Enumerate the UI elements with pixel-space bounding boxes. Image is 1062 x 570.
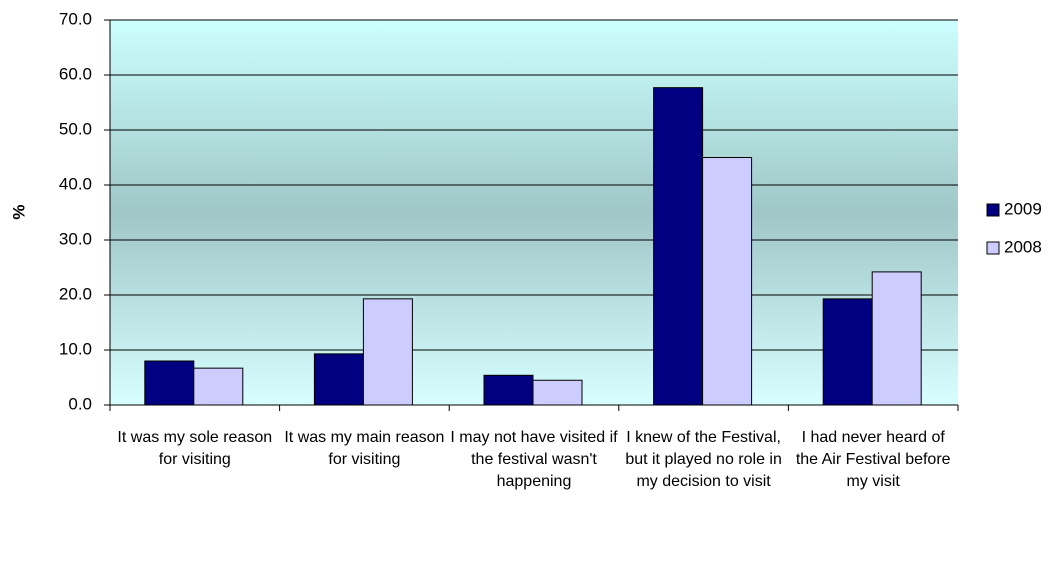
y-tick-label: 30.0: [59, 229, 92, 248]
bar: [313, 353, 364, 406]
y-tick-label: 60.0: [59, 64, 92, 83]
plot-area: [110, 20, 958, 405]
legend-label: 2009: [1004, 199, 1042, 218]
legend-swatch: [986, 241, 1000, 255]
y-tick-label: 10.0: [59, 339, 92, 358]
x-tick-label: I had never heard of the Air Festival be…: [795, 429, 951, 490]
bar: [362, 298, 413, 406]
y-axis-label: %: [9, 204, 28, 219]
bar: [822, 298, 873, 406]
x-tick-label-box: I knew of the Festival, but it played no…: [625, 429, 782, 490]
x-tick-label-box: It was my main reason for visiting: [284, 429, 445, 468]
y-tick-label: 70.0: [59, 9, 92, 28]
x-tick-label: I may not have visited if the festival w…: [450, 429, 618, 490]
y-tick-label: 0.0: [68, 394, 92, 413]
y-tick-label: 50.0: [59, 119, 92, 138]
x-tick-label: I knew of the Festival, but it played no…: [625, 429, 782, 490]
legend-swatch: [986, 203, 1000, 217]
x-tick-label-box: I may not have visited if the festival w…: [450, 429, 618, 490]
bar: [532, 379, 583, 406]
bar: [653, 87, 704, 406]
bar: [871, 271, 922, 406]
y-tick-label: 20.0: [59, 284, 92, 303]
x-tick-label-box: It was my sole reason for visiting: [117, 429, 273, 468]
x-tick-label: It was my sole reason for visiting: [117, 429, 273, 468]
x-tick-label: It was my main reason for visiting: [284, 429, 445, 468]
legend-label: 2008: [1004, 237, 1042, 256]
x-tick-label-box: I had never heard of the Air Festival be…: [795, 429, 951, 490]
bar: [144, 360, 195, 406]
bar: [702, 157, 753, 406]
y-tick-label: 40.0: [59, 174, 92, 193]
bar: [483, 374, 534, 406]
bar: [193, 367, 244, 406]
